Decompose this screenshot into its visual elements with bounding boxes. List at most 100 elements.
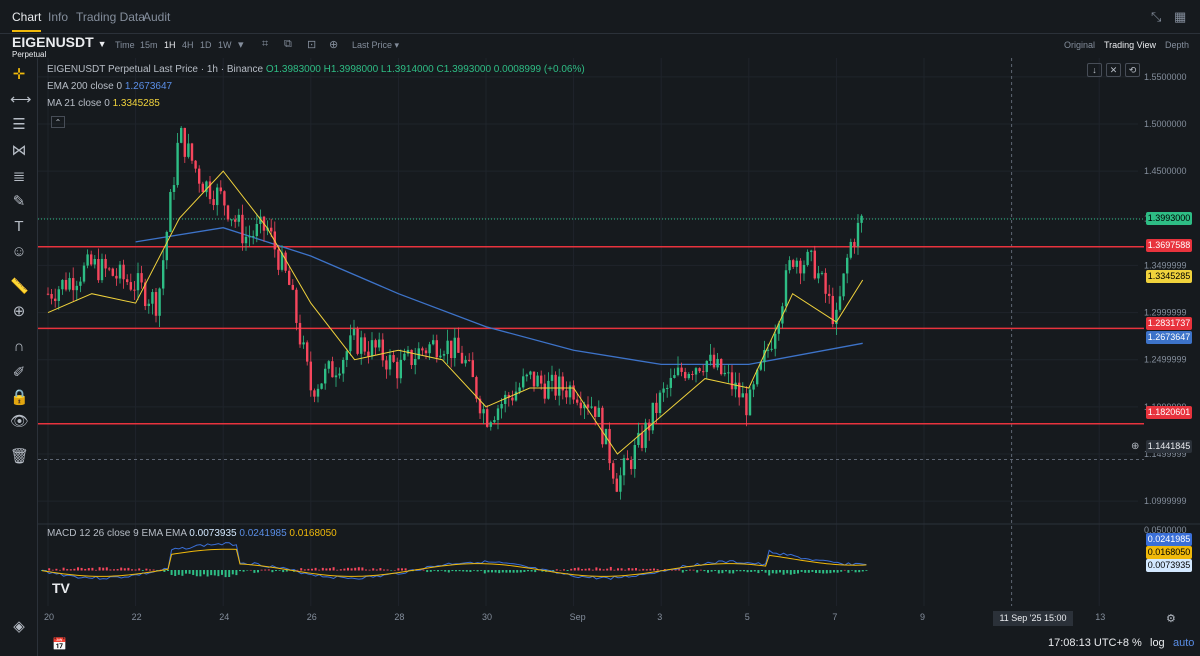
macd-histogram-bar: [750, 570, 753, 572]
add-icon[interactable]: ⊕: [329, 39, 339, 51]
candle-body: [817, 273, 820, 279]
tab-chart[interactable]: Chart: [12, 10, 42, 32]
tab-trading-data[interactable]: Trading Data: [76, 10, 145, 24]
indicators-icon[interactable]: ⧉: [284, 38, 292, 50]
timeframe-15m[interactable]: 15m: [140, 40, 158, 50]
candle-body: [637, 432, 640, 446]
candle-body: [280, 252, 284, 270]
candle-body: [219, 187, 222, 192]
auto-toggle[interactable]: auto: [1173, 637, 1195, 649]
percent-toggle[interactable]: %: [1132, 637, 1142, 649]
timeframe-1d[interactable]: 1D: [200, 40, 212, 50]
symbol-name[interactable]: EIGENUSDT ▼: [12, 34, 107, 50]
text-icon[interactable]: T: [14, 218, 24, 235]
zoom-in-icon[interactable]: ⊕: [12, 303, 26, 320]
brush-icon[interactable]: ✎: [12, 193, 26, 210]
macd-histogram-bar: [656, 569, 659, 571]
macd-histogram-bar: [854, 570, 857, 573]
candle-body: [734, 382, 737, 390]
y-tick-label: 1.0999999: [1144, 496, 1187, 506]
macd-histogram-bar: [210, 570, 213, 576]
price-chart[interactable]: 1.55000001.50000001.45000001.39999991.34…: [38, 58, 1200, 632]
x-tick-label: 7: [832, 612, 837, 622]
macd-histogram-bar: [455, 570, 457, 572]
candle-body: [399, 359, 402, 379]
candle-body: [673, 375, 676, 378]
timeframe-1h[interactable]: 1H: [164, 40, 176, 50]
macd-histogram-bar: [77, 567, 79, 571]
parallel-lines-icon[interactable]: ☰: [12, 116, 26, 133]
view-original[interactable]: Original: [1064, 40, 1096, 50]
candle-body: [597, 407, 600, 417]
macd-histogram-bar: [595, 567, 598, 571]
price-type-select[interactable]: Last Price ▾: [352, 40, 400, 50]
magnet-icon[interactable]: ∩: [13, 338, 25, 355]
collapse-icon[interactable]: ⤡: [1151, 9, 1162, 24]
screenshot-icon[interactable]: ⊡: [307, 39, 317, 51]
candle-body: [500, 403, 503, 409]
macd-histogram-bar: [69, 569, 72, 571]
candle-body: [93, 259, 96, 265]
fib-icon[interactable]: ≣: [12, 168, 26, 185]
crosshair-icon[interactable]: ✛: [12, 66, 26, 83]
horizontal-line-icon[interactable]: ⟷: [10, 91, 32, 108]
macd-histogram-bar: [699, 569, 702, 571]
chart-type-icon[interactable]: ⌗: [262, 38, 269, 50]
arrow-down-icon[interactable]: ↓: [1087, 63, 1102, 77]
candle-body: [187, 143, 190, 157]
macd-histogram-bar: [433, 570, 436, 571]
chart-area[interactable]: 1.55000001.50000001.45000001.39999991.34…: [38, 58, 1200, 632]
candle-body: [471, 360, 474, 378]
macd-histogram-bar: [422, 569, 425, 571]
macd-histogram-bar: [714, 570, 717, 571]
candle-body: [180, 127, 183, 143]
candle-body: [327, 361, 330, 369]
timeframe-time[interactable]: Time: [115, 40, 135, 50]
collapse-icon[interactable]: ✕: [1106, 63, 1121, 77]
macd-histogram-bar: [573, 567, 576, 571]
pattern-icon[interactable]: ⋈: [11, 142, 27, 159]
timeframe-4h[interactable]: 4H: [182, 40, 194, 50]
ma-value: 1.3345285: [112, 98, 160, 109]
candle-body: [651, 402, 654, 431]
calendar-icon[interactable]: 📅: [52, 637, 67, 651]
tab-info[interactable]: Info: [48, 10, 69, 24]
macd-histogram-bar: [642, 568, 645, 571]
add-alert-icon[interactable]: ⊕: [1131, 441, 1140, 452]
crosshair-time-badge: 11 Sep '25 15:00: [993, 611, 1073, 626]
macd-histogram-bar: [429, 570, 432, 572]
eye-icon[interactable]: 👁: [10, 413, 30, 430]
candle-body: [558, 376, 561, 396]
chevron-down-icon[interactable]: ▾: [238, 39, 244, 51]
collapse-legend-button[interactable]: ⌃: [51, 116, 65, 128]
chevron-down-icon[interactable]: ▼: [97, 39, 107, 49]
candle-body: [763, 350, 766, 363]
layers-icon[interactable]: ◈: [13, 618, 25, 635]
trash-icon[interactable]: 🗑: [10, 448, 30, 465]
ema-label: EMA 200 close 0: [47, 81, 123, 92]
x-tick-label: 20: [44, 612, 54, 622]
lock-icon[interactable]: 🔒: [10, 389, 29, 406]
log-toggle[interactable]: log: [1150, 637, 1165, 649]
macd-histogram-bar: [231, 570, 234, 575]
pencil-lock-icon[interactable]: ✐: [12, 364, 26, 381]
emoji-icon[interactable]: ☺: [11, 243, 27, 260]
macd-histogram-bar: [861, 570, 864, 572]
macd-histogram-bar: [725, 570, 727, 572]
macd-histogram-bar: [451, 570, 454, 572]
grid-icon[interactable]: ▦: [1174, 9, 1187, 24]
macd-histogram-bar: [116, 569, 119, 571]
candle-body: [586, 404, 590, 408]
tradingview-logo: TV: [52, 580, 70, 596]
view-trading-view[interactable]: Trading View: [1104, 40, 1157, 50]
tab-audit[interactable]: Audit: [143, 10, 171, 24]
expand-icon[interactable]: ⟲: [1125, 63, 1140, 77]
macd-histogram-bar: [357, 567, 360, 571]
candle-body: [147, 303, 150, 307]
ruler-icon[interactable]: 📏: [10, 278, 29, 295]
timeframe-1w[interactable]: 1W: [218, 40, 232, 50]
macd-histogram-bar: [271, 570, 274, 573]
x-tick-label: 3: [657, 612, 662, 622]
settings-icon[interactable]: ⚙: [1166, 613, 1176, 625]
view-depth[interactable]: Depth: [1165, 40, 1190, 50]
